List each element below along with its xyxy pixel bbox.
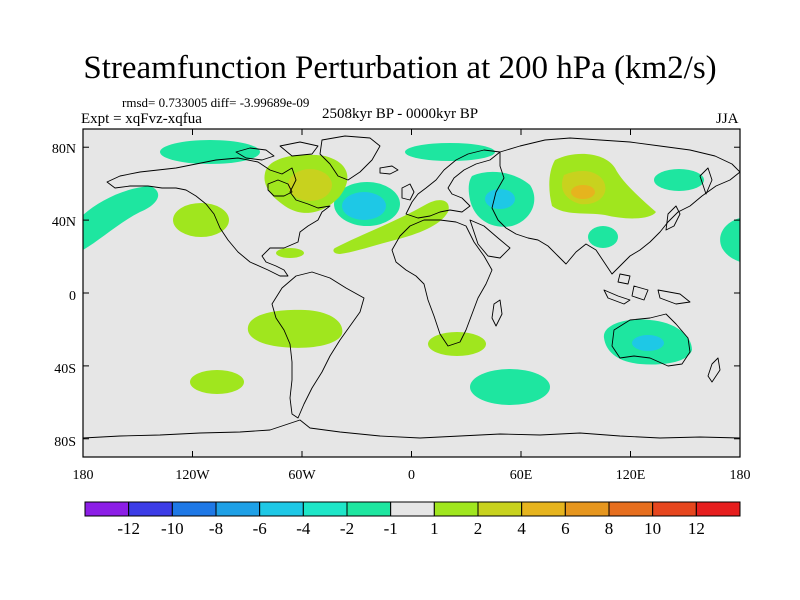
colorbar-box xyxy=(564,501,610,517)
figure-title: Streamfunction Perturbation at 200 hPa (… xyxy=(83,50,717,86)
madagascar-coast xyxy=(491,299,503,327)
lat-label-40s: 40S xyxy=(54,362,76,377)
longitude-labels: 180 120W 60W 0 60E 120E 180 xyxy=(73,468,751,483)
asia-coast xyxy=(491,137,740,275)
pacific-date-line-negative xyxy=(720,218,740,262)
south-america-coast xyxy=(271,271,365,419)
south-africa-positive xyxy=(428,332,486,356)
colorbar-box xyxy=(259,501,304,517)
atlantic-band-positive xyxy=(333,200,449,254)
colorbar-box xyxy=(171,501,217,517)
colorbar-box xyxy=(477,501,523,517)
tibet-negative xyxy=(588,226,618,248)
colorbar-label: -2 xyxy=(340,519,354,538)
arctic-islands-coast xyxy=(235,141,319,161)
lat-label-40n: 40N xyxy=(52,215,76,230)
colorbar-label: 10 xyxy=(644,519,661,538)
colorbar-label: 4 xyxy=(517,519,526,538)
antarctica-coast xyxy=(83,419,740,439)
axis-ticks xyxy=(82,129,741,457)
lon-label-120e: 120E xyxy=(616,468,646,483)
lon-label-0: 0 xyxy=(408,468,415,483)
colorbar-label: 1 xyxy=(430,519,439,538)
south-pacific-positive xyxy=(190,370,244,394)
west-asia-core xyxy=(485,189,515,209)
colorbar-box xyxy=(608,501,654,517)
arctic-europe-negative xyxy=(405,143,495,161)
colorbar-box xyxy=(346,501,392,517)
greenland-coast xyxy=(319,135,381,181)
colorbar-box xyxy=(128,501,173,517)
colorbar-box xyxy=(84,501,130,517)
north-america-coast xyxy=(106,157,331,277)
map-panel xyxy=(83,129,740,457)
east-siberia-negative xyxy=(654,169,704,191)
australia-core xyxy=(632,335,664,351)
north-atlantic-core xyxy=(342,192,386,220)
mexico-positive xyxy=(276,248,304,258)
central-asia-core xyxy=(571,185,595,199)
colorbar-labels: -12 -10 -8 -6 -4 -2 -1 1 2 4 6 8 10 12 xyxy=(117,519,704,538)
latitude-labels: 80N 40N 0 40S 80S xyxy=(52,142,76,450)
indonesia-coast xyxy=(603,273,691,305)
kamchatka-coast xyxy=(699,167,713,195)
experiment-label: Expt = xqFvz-xqfua xyxy=(81,111,202,127)
colorbar-label: -1 xyxy=(384,519,398,538)
map-background xyxy=(83,129,740,457)
arabia-coast xyxy=(469,219,511,259)
colorbar-box xyxy=(215,501,261,517)
colorbar-label: -10 xyxy=(161,519,184,538)
colorbar-label: -12 xyxy=(117,519,140,538)
colorbar-label: 6 xyxy=(561,519,570,538)
colorbar-box xyxy=(695,501,741,517)
colorbar-box xyxy=(652,501,697,517)
japan-coast xyxy=(665,205,681,231)
colorbar-label: 2 xyxy=(474,519,483,538)
lat-label-80n: 80N xyxy=(52,142,76,157)
africa-coast xyxy=(391,219,493,347)
colorbar-label: -8 xyxy=(209,519,223,538)
colorbar: -12 -10 -8 -6 -4 -2 -1 1 2 4 6 8 10 12 xyxy=(84,501,741,538)
colorbar-box xyxy=(302,501,348,517)
period-label: 2508kyr BP - 0000kyr BP xyxy=(322,106,479,122)
colorbar-boxes xyxy=(84,501,741,517)
europe-coast xyxy=(405,149,501,219)
south-indian-ocean-negative xyxy=(470,369,550,405)
south-atlantic-positive xyxy=(247,309,343,348)
lon-label-120w: 120W xyxy=(175,468,210,483)
new-zealand-coast xyxy=(707,357,721,383)
colorbar-box xyxy=(521,501,566,517)
lat-label-80s: 80S xyxy=(54,435,76,450)
iceland-coast xyxy=(379,165,399,175)
coastlines xyxy=(83,135,740,439)
colorbar-label: -4 xyxy=(296,519,311,538)
gulf-of-alaska-positive xyxy=(173,203,229,237)
colorbar-box xyxy=(433,501,479,517)
lon-label-60e: 60E xyxy=(510,468,533,483)
australia-coast xyxy=(611,313,691,367)
hudson-bay-core-positive xyxy=(288,169,332,201)
lon-label-180e: 180 xyxy=(730,468,751,483)
colorbar-label: -6 xyxy=(253,519,267,538)
colorbar-label: 8 xyxy=(605,519,614,538)
hudson-bay-coast xyxy=(267,179,293,197)
lon-label-180w: 180 xyxy=(73,468,94,483)
stats-text: rmsd= 0.733005 diff= -3.99689e-09 xyxy=(122,95,310,110)
lon-label-60w: 60W xyxy=(288,468,316,483)
season-label: JJA xyxy=(716,111,739,127)
british-isles-coast xyxy=(401,183,415,201)
north-pacific-west-negative xyxy=(83,186,159,250)
lat-label-0: 0 xyxy=(69,289,76,304)
west-arctic-negative xyxy=(160,140,260,164)
colorbar-label: 12 xyxy=(688,519,705,538)
colorbar-box xyxy=(390,501,435,517)
